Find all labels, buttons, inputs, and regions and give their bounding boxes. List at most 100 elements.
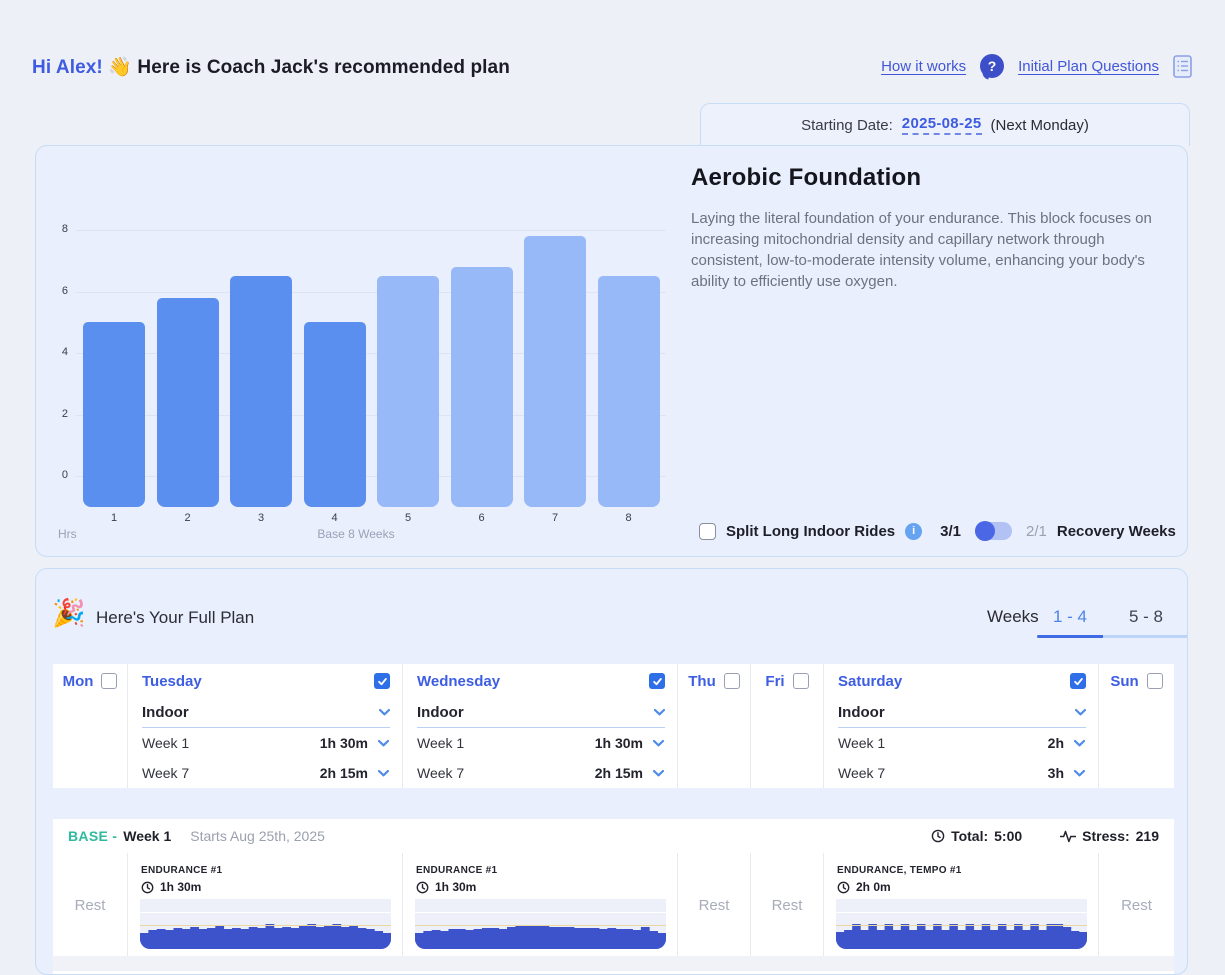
day-header-tuesday: Tuesday [128,664,402,698]
week-label: Week 7 [838,765,885,781]
day-header-saturday: Saturday [824,664,1098,698]
questionnaire-icon[interactable] [1173,55,1192,78]
header-links: How it works ? Initial Plan Questions [881,54,1192,78]
chart-x-tick: 4 [315,512,355,524]
split-long-rides-label: Split Long Indoor Rides [726,523,895,540]
week1-duration-select-tuesday[interactable]: 1h 30m [320,735,389,751]
duration-value: 2h 15m [595,765,643,781]
week1-duration-row-saturday: Week 12h [824,728,1098,758]
workout-profile-svg [140,899,391,949]
week-start-date: Starts Aug 25th, 2025 [190,828,325,844]
week7-duration-select-wednesday[interactable]: 2h 15m [595,765,664,781]
rest-label: Rest [751,897,823,914]
chart-bar-week-3 [230,276,292,507]
ride-type-select-wednesday[interactable]: Indoor [417,698,665,728]
day-checkbox-wednesday[interactable] [649,673,665,689]
ride-type-select-tuesday[interactable]: Indoor [142,698,390,728]
chart-x-tick: 8 [609,512,649,524]
starting-date-box: Starting Date: 2025-08-25 (Next Monday) [700,103,1190,146]
workout-duration: 1h 30m [141,880,201,894]
day-header-thu: Thu [678,664,750,698]
how-it-works-link[interactable]: How it works [881,58,966,75]
day-label: Saturday [838,673,902,690]
initial-plan-questions-link[interactable]: Initial Plan Questions [1018,58,1159,75]
chart-bar-week-7 [524,236,586,507]
tab-weeks-1-4[interactable]: 1 - 4 [1037,607,1103,627]
info-icon[interactable]: i [905,523,922,540]
day-checkbox-thu[interactable] [724,673,740,689]
duration-value: 2h [1048,735,1064,751]
day-column-thu: Thu [678,664,751,788]
workout-duration: 2h 0m [837,880,891,894]
week-stress: Stress:219 [1060,828,1159,844]
day-label: Wednesday [417,673,500,690]
day-header-wednesday: Wednesday [403,664,677,698]
week7-duration-select-tuesday[interactable]: 2h 15m [320,765,389,781]
block-overview-panel: 0246812345678 Hrs Base 8 Weeks Aerobic F… [35,145,1188,557]
week7-duration-select-saturday[interactable]: 3h [1048,765,1085,781]
workout-cell-tuesday: ENDURANCE #1 1h 30m [128,853,403,956]
week1-duration-select-wednesday[interactable]: 1h 30m [595,735,664,751]
chevron-down-icon [1074,770,1085,777]
week-label: Week 1 [142,735,189,751]
clock-icon [931,829,945,843]
chart-gridline [76,230,666,231]
day-checkbox-tuesday[interactable] [374,673,390,689]
chevron-down-icon [379,709,390,716]
day-checkbox-fri[interactable] [793,673,809,689]
split-long-rides-checkbox[interactable] [699,523,716,540]
chevron-down-icon [654,709,665,716]
workout-profile-chart[interactable] [836,899,1087,949]
workout-profile-chart[interactable] [140,899,391,949]
day-checkbox-saturday[interactable] [1070,673,1086,689]
day-label: Fri [765,673,784,690]
workout-profile-svg [415,899,666,949]
help-question-icon[interactable]: ? [980,54,1004,78]
page-title: Hi Alex! 👋 Here is Coach Jack's recommen… [32,55,510,79]
page: Hi Alex! 👋 Here is Coach Jack's recommen… [0,0,1225,975]
day-checkbox-mon[interactable] [101,673,117,689]
tab-weeks-5-8[interactable]: 5 - 8 [1103,607,1188,627]
chart-x-tick: 7 [535,512,575,524]
greeting-name: Hi Alex! [32,57,103,78]
profile-threshold-line [836,925,1087,926]
toggle-knob [975,521,995,541]
block-title: Aerobic Foundation [691,164,921,192]
ride-type-value: Indoor [417,704,464,721]
day-column-sun: Sun [1099,664,1174,788]
clock-icon [416,881,429,894]
recovery-ratio-toggle[interactable] [975,522,1012,540]
rest-label: Rest [1099,897,1174,914]
workout-cell-thu: Rest [678,853,751,956]
day-header-mon: Mon [53,664,127,698]
week1-duration-select-saturday[interactable]: 2h [1048,735,1085,751]
chevron-down-icon [378,770,389,777]
workout-profile-chart[interactable] [415,899,666,949]
party-popper-icon: 🎉 [52,597,86,629]
day-label: Mon [63,673,94,690]
recovery-ratio-right: 2/1 [1026,523,1047,540]
week-1-header-row: BASE - Week 1 Starts Aug 25th, 2025 Tota… [53,819,1174,853]
tab-underline-inactive [1103,635,1188,638]
day-column-tuesday: TuesdayIndoor Week 1 1h 30m Week 7 2h 15m [128,664,403,788]
week-totals: Total:5:00 Stress:219 [931,828,1159,844]
rest-label: Rest [678,897,750,914]
day-header-sun: Sun [1099,664,1174,698]
day-checkbox-sun[interactable] [1147,673,1163,689]
week-1-workouts-row: Rest ENDURANCE #1 1h 30mENDURANCE #1 1h 30m… [53,853,1174,956]
workout-profile-svg [836,899,1087,949]
week-label: Week 7 [417,765,464,781]
workout-name: ENDURANCE #1 [141,865,222,876]
week-label: Week 7 [142,765,189,781]
chart-bar-week-6 [451,267,513,507]
day-column-saturday: Saturday Indoor Week 12h Week 7 3h [824,664,1099,788]
day-label: Thu [688,673,716,690]
chevron-down-icon [1074,740,1085,747]
duration-value: 2h 15m [320,765,368,781]
ride-type-value: Indoor [838,704,885,721]
chart-y-tick: 2 [50,408,68,420]
check-icon [652,676,663,687]
ride-type-select-saturday[interactable]: Indoor [838,698,1086,728]
clock-icon [141,881,154,894]
starting-date-value[interactable]: 2025-08-25 [902,115,982,135]
